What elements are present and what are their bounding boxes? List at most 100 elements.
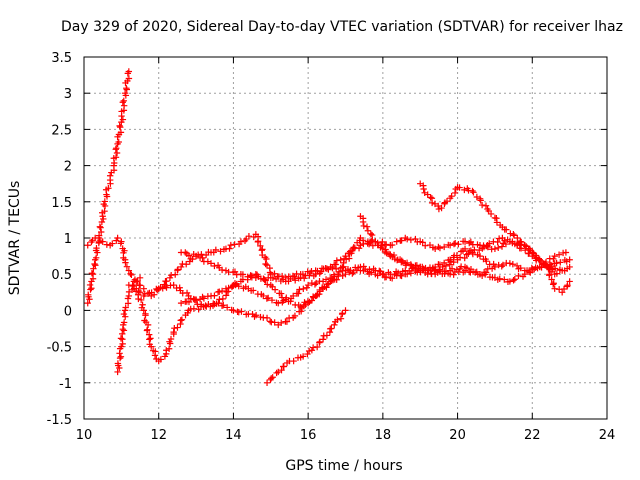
data-marker (487, 210, 495, 218)
y-tick-label: 3.5 (51, 51, 72, 66)
data-marker (515, 272, 522, 280)
y-tick-label: -1 (59, 377, 72, 392)
data-marker (91, 260, 98, 268)
data-marker (564, 282, 571, 289)
data-marker (320, 265, 327, 272)
data-marker (283, 318, 291, 325)
data-marker (269, 374, 276, 381)
data-marker (393, 256, 401, 264)
data-marker (393, 238, 400, 245)
data-marker (382, 241, 390, 248)
data-marker (300, 302, 307, 310)
data-marker (233, 280, 240, 288)
data-marker (137, 296, 145, 304)
data-point (402, 271, 409, 278)
data-marker (266, 318, 274, 325)
data-marker (316, 338, 324, 345)
data-point (99, 238, 106, 245)
data-point (387, 252, 394, 260)
data-marker (287, 275, 294, 283)
data-marker (174, 324, 181, 331)
data-point (357, 242, 364, 249)
data-point (499, 234, 506, 242)
data-point (192, 252, 200, 260)
data-point (446, 271, 454, 278)
data-marker (440, 243, 448, 251)
data-marker (117, 129, 125, 136)
data-marker (272, 275, 280, 283)
data-marker (134, 277, 141, 285)
data-point (125, 281, 133, 289)
data-point (170, 281, 177, 289)
data-point (118, 118, 125, 126)
data-point (424, 191, 431, 198)
data-marker (264, 281, 271, 288)
data-marker (308, 297, 316, 304)
data-marker (167, 335, 175, 343)
data-marker (483, 257, 490, 265)
data-marker (120, 327, 128, 334)
data-marker (89, 270, 97, 278)
data-point (308, 347, 316, 354)
data-marker (398, 258, 405, 266)
data-marker (252, 312, 260, 319)
data-point (106, 176, 114, 184)
data-marker (498, 263, 505, 270)
data-point (558, 289, 566, 296)
data-point (387, 274, 394, 282)
x-tick-label: 18 (375, 428, 392, 443)
data-marker (323, 284, 330, 291)
data-point (118, 238, 125, 245)
data-point (417, 263, 424, 271)
data-marker (521, 241, 528, 249)
data-marker (113, 149, 121, 157)
data-point (446, 194, 454, 202)
data-marker (227, 241, 235, 249)
data-point (215, 299, 222, 307)
data-marker (367, 230, 375, 238)
data-marker (253, 271, 261, 279)
data-point (84, 242, 91, 249)
data-marker (337, 256, 344, 264)
x-tick-label: 14 (225, 428, 242, 443)
data-marker (250, 287, 257, 294)
data-point (106, 242, 114, 249)
data-point (207, 292, 215, 300)
data-point (312, 292, 319, 300)
data-marker (88, 270, 96, 277)
data-marker (245, 232, 253, 240)
data-point (372, 271, 379, 278)
data-marker (378, 242, 385, 249)
data-point (103, 191, 110, 198)
data-point (177, 299, 185, 307)
data-marker (513, 262, 521, 270)
data-marker (364, 240, 371, 247)
data-marker (328, 275, 335, 282)
data-marker (398, 272, 405, 280)
y-tick-label: 1.5 (51, 196, 72, 211)
data-marker (135, 295, 142, 303)
data-point (424, 271, 431, 278)
data-point (140, 307, 147, 314)
data-marker (517, 264, 524, 272)
data-point (372, 238, 379, 245)
data-marker (120, 310, 128, 318)
data-marker (98, 218, 106, 226)
data-point (476, 252, 484, 260)
data-marker (477, 197, 484, 204)
data-marker (144, 290, 152, 297)
data-point (207, 260, 215, 267)
data-marker (484, 243, 492, 251)
data-marker (482, 202, 490, 209)
data-point (260, 292, 267, 300)
data-marker (470, 189, 477, 196)
data-marker (141, 317, 148, 324)
data-marker (550, 255, 557, 263)
data-marker (185, 298, 193, 306)
data-marker (119, 99, 126, 106)
data-marker (244, 276, 251, 283)
data-marker (128, 271, 135, 279)
data-marker (304, 298, 312, 305)
data-marker (268, 375, 275, 382)
x-axis-title: GPS time / hours (285, 458, 402, 474)
